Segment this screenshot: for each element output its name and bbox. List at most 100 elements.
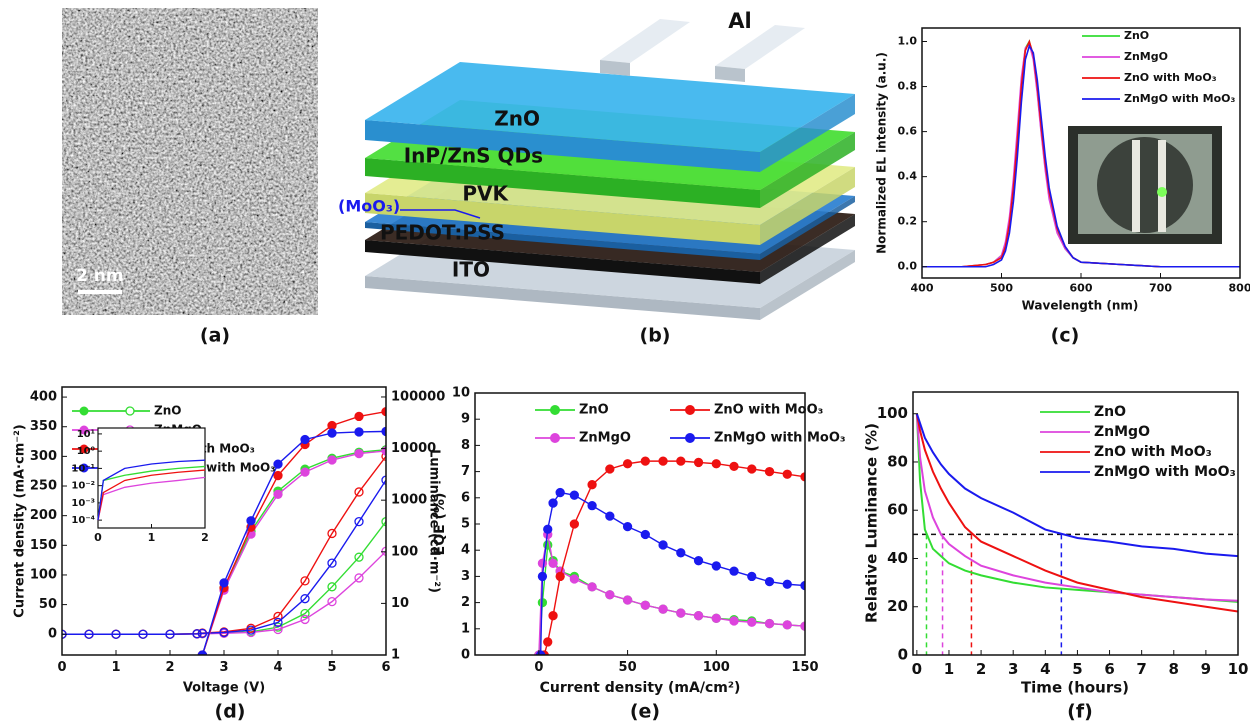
- legend-label: ZnMgO with MoO₃: [714, 431, 846, 446]
- inset-y-tick-label: 10⁰: [77, 446, 95, 457]
- data-point: [300, 608, 310, 619]
- y-axis-label: Relative Luminance (%): [863, 423, 881, 623]
- x-tick-label: 1: [944, 660, 954, 678]
- y-tick-label: 0.8: [898, 80, 918, 93]
- y-axis-label: EQE (%): [432, 493, 448, 556]
- data-point: [640, 529, 650, 540]
- al-electrode: [600, 19, 690, 63]
- data-point: [747, 464, 757, 474]
- x-tick-label: 10: [1228, 660, 1249, 678]
- data-point: [587, 582, 597, 592]
- data-point: [273, 622, 283, 632]
- data-point: [246, 625, 256, 635]
- data-point: [354, 552, 364, 562]
- data-point: [729, 461, 739, 472]
- y-tick-label: 0.2: [898, 215, 918, 228]
- legend-label: ZnO: [1094, 404, 1126, 420]
- x-tick-label: 4: [1040, 660, 1050, 678]
- data-point: [569, 519, 580, 529]
- x-tick-label: 0: [57, 660, 66, 675]
- y-tick-label: 1.0: [898, 35, 918, 48]
- y-tick-label: 2: [461, 595, 470, 610]
- series-line: [915, 413, 1238, 558]
- data-point: [300, 594, 310, 604]
- legend-label: ZnO with MoO₃: [1094, 444, 1212, 460]
- y-tick-label: 9: [461, 412, 470, 427]
- data-point: [381, 546, 386, 556]
- y-tick-label: 300: [30, 449, 57, 464]
- data-point: [658, 540, 668, 550]
- series-line: [915, 413, 1238, 613]
- data-point: [640, 600, 650, 610]
- al-electrode: [715, 66, 745, 82]
- y-tick-label: 0: [461, 648, 470, 663]
- y-tick-label: 7: [461, 464, 470, 479]
- layer-side: [365, 222, 760, 260]
- axes-frame: [474, 392, 806, 656]
- data-point: [782, 620, 792, 630]
- x-tick-label: 400: [911, 281, 934, 294]
- data-point: [354, 411, 364, 422]
- legend-marker: [79, 444, 89, 454]
- data-point: [569, 574, 580, 584]
- legend-label: ZnMgO with MoO₃: [1124, 92, 1236, 105]
- x-tick-label: 5: [327, 660, 336, 675]
- y-tick-label: 1: [461, 621, 470, 636]
- layer-side: [760, 132, 855, 208]
- x-tick-label: 100: [703, 660, 730, 675]
- layer-side: [760, 94, 855, 172]
- y-axis-label: Normalized EL intensity (a.u.): [875, 52, 889, 254]
- data-point: [548, 611, 558, 621]
- data-point: [300, 434, 310, 445]
- data-point: [300, 576, 310, 586]
- legend-label: ZnMgO: [579, 431, 631, 446]
- y2-tick-label: 100: [391, 544, 418, 559]
- y-tick-label: 6: [461, 490, 470, 505]
- layer-side: [760, 250, 855, 320]
- y-tick-label: 250: [30, 479, 57, 494]
- data-point: [605, 464, 615, 474]
- legend-marker: [685, 405, 695, 415]
- data-point: [219, 627, 229, 638]
- data-point: [640, 456, 650, 466]
- data-point: [729, 566, 739, 576]
- data-point: [327, 596, 337, 607]
- series-line: [538, 544, 805, 655]
- series-line: [201, 410, 386, 655]
- data-point: [219, 578, 229, 588]
- series-line: [97, 469, 206, 521]
- y-tick-label: 200: [30, 508, 57, 523]
- y-tick-label: 0.4: [898, 170, 918, 183]
- x-tick-label: 3: [1008, 660, 1018, 678]
- data-point: [555, 487, 565, 498]
- data-point: [273, 624, 283, 635]
- legend-marker: [79, 406, 89, 416]
- legend-label: ZnMgO: [1094, 424, 1150, 440]
- y2-axis-label: Luminance (cd·m⁻²): [427, 449, 442, 593]
- data-point: [327, 558, 337, 568]
- x-tick-label: 3: [219, 660, 228, 675]
- data-point: [354, 516, 364, 527]
- pointer-line: [400, 209, 481, 219]
- data-point: [381, 406, 386, 417]
- x-tick-label: 600: [1070, 281, 1093, 294]
- x-axis-label: Time (hours): [1021, 679, 1129, 697]
- x-tick-label: 500: [990, 281, 1013, 294]
- legend-label: ZnMgO with MoO₃: [1094, 464, 1236, 480]
- photo-electrode: [1158, 140, 1166, 232]
- inset-y-tick-label: 10⁻³: [71, 498, 95, 509]
- series-line: [915, 413, 1238, 602]
- data-point: [622, 459, 633, 469]
- data-point: [729, 616, 739, 626]
- data-point: [747, 571, 757, 582]
- data-point: [693, 457, 704, 468]
- x-tick-label: 700: [1149, 281, 1172, 294]
- data-point: [764, 576, 775, 587]
- data-point: [693, 611, 704, 621]
- x-tick-label: 2: [165, 660, 174, 675]
- panel-label: (e): [630, 701, 660, 723]
- data-point: [273, 470, 283, 481]
- plot-area: [913, 413, 1238, 655]
- layer-label: Al: [728, 9, 751, 33]
- inset-x-tick-label: 0: [94, 531, 102, 544]
